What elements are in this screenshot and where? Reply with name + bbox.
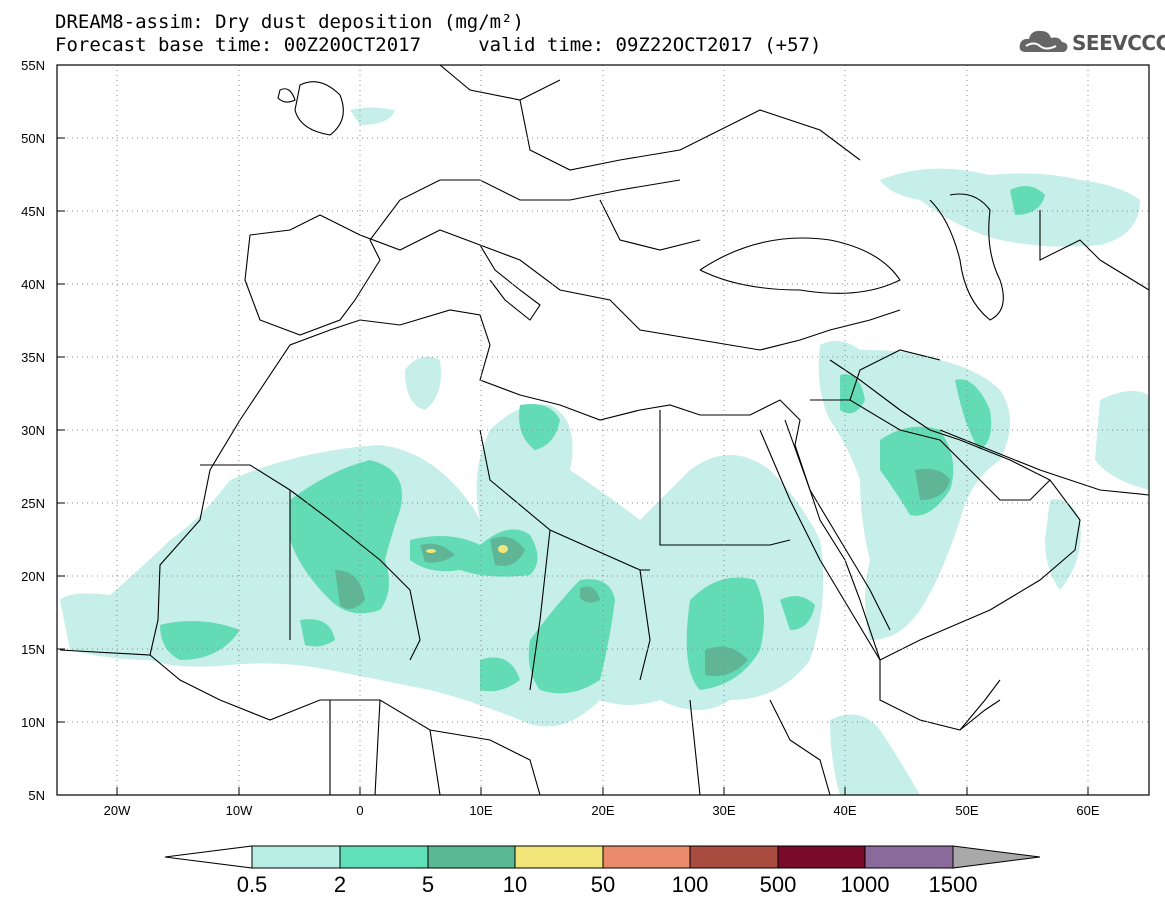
map-subtitle: Forecast base time: 00Z20OCT2017 valid t…	[55, 34, 822, 56]
legend-swatch	[427, 845, 516, 869]
lon-label: 50E	[955, 803, 978, 818]
legend-left-arrow	[164, 845, 253, 869]
graticule	[57, 65, 1149, 795]
lon-label: 20W	[104, 803, 131, 818]
legend-label: 100	[672, 872, 709, 897]
legend-swatch	[689, 845, 779, 869]
map-title: DREAM8-assim: Dry dust deposition (mg/m²…	[55, 11, 524, 33]
legend-label: 2	[334, 872, 346, 897]
legend-label: 50	[591, 872, 615, 897]
legend-label: 10	[503, 872, 527, 897]
legend-label: 0.5	[237, 872, 268, 897]
lon-label: 40E	[833, 803, 856, 818]
lon-label: 10W	[226, 803, 253, 818]
logo-text: SEEVCCC	[1072, 31, 1165, 55]
lat-label: 40N	[21, 277, 45, 292]
legend-label: 1000	[841, 872, 890, 897]
lat-label: 45N	[21, 204, 45, 219]
coastlines	[59, 65, 1149, 795]
lat-label: 10N	[21, 715, 45, 730]
legend-swatch	[339, 845, 429, 869]
lat-label: 25N	[21, 496, 45, 511]
lat-label: 15N	[21, 642, 45, 657]
lat-label: 20N	[21, 569, 45, 584]
lon-label: 20E	[591, 803, 614, 818]
legend-label: 500	[760, 872, 797, 897]
lon-label: 10E	[469, 803, 492, 818]
legend-label: 1500	[929, 872, 978, 897]
legend-label: 5	[422, 872, 434, 897]
lon-label: 60E	[1076, 803, 1099, 818]
legend-swatch	[514, 845, 604, 869]
legend-swatch	[777, 845, 866, 869]
legend-swatch	[602, 845, 691, 869]
lon-label: 0	[356, 803, 363, 818]
lat-label: 50N	[21, 131, 45, 146]
dust-deposition-field	[60, 107, 1149, 795]
legend-swatch	[864, 845, 954, 869]
lat-label: 30N	[21, 423, 45, 438]
legend-swatch	[251, 845, 341, 869]
cloud-icon	[1019, 30, 1068, 52]
legend-right-arrow	[952, 845, 1041, 869]
lat-label: 35N	[21, 350, 45, 365]
lat-label: 55N	[21, 58, 45, 73]
lat-label: 5N	[28, 788, 45, 803]
lon-label: 30E	[712, 803, 735, 818]
color-legend: 0.5 2 5 10 50 100 500 1000 1500	[164, 845, 1041, 897]
